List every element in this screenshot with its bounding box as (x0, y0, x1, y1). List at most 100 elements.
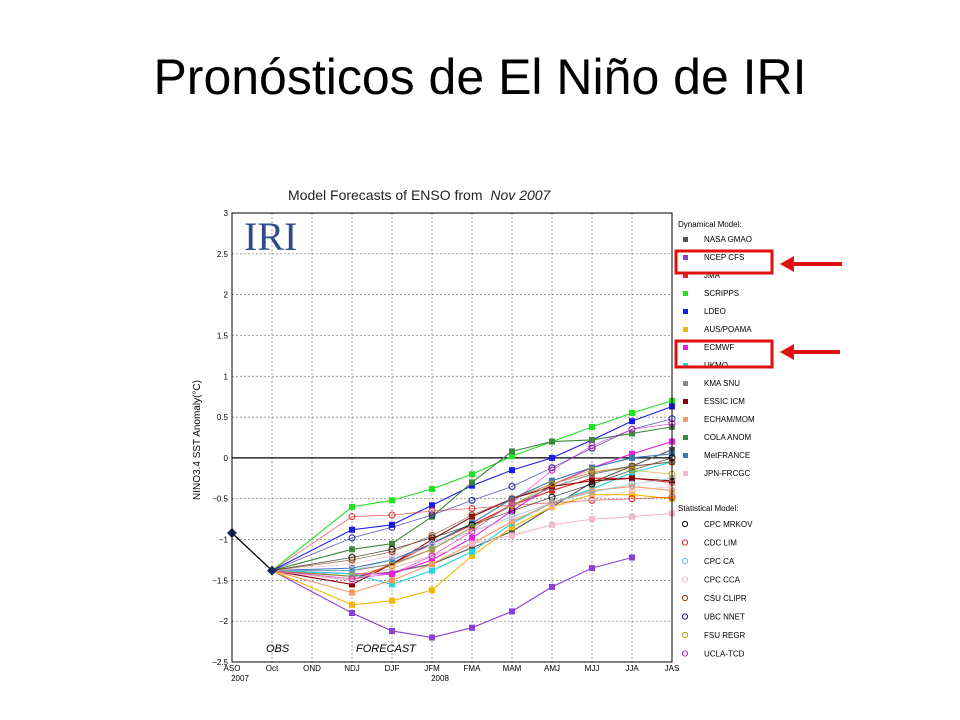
data-point (509, 467, 515, 474)
data-point (509, 448, 515, 455)
data-point (508, 515, 516, 523)
data-point (628, 495, 636, 503)
data-point (589, 436, 595, 443)
y-tick-label: −1 (219, 536, 229, 545)
data-point (588, 466, 596, 474)
chart-title-prefix: Model Forecasts of ENSO from (288, 187, 483, 203)
data-point (429, 567, 435, 574)
data-point (349, 503, 355, 510)
legend-label: JPN-FRCGC (704, 469, 750, 478)
plot-grid (232, 213, 672, 662)
series-line-jpn-frcgc (271, 512, 673, 581)
legend-dynamical-heading: Dynamical Model: (678, 220, 742, 229)
data-point (629, 554, 635, 561)
series-line-ukmo (271, 461, 673, 586)
data-point (389, 565, 395, 572)
data-point (628, 466, 636, 474)
year-label: 2008 (431, 674, 449, 683)
data-point (388, 562, 396, 570)
data-point (389, 521, 395, 528)
data-point (348, 556, 356, 564)
legend-label: FSU REGR (704, 631, 746, 640)
data-point (589, 565, 595, 572)
data-point (589, 487, 595, 494)
data-point (629, 450, 635, 457)
data-point (389, 497, 395, 504)
legend-marker (683, 327, 688, 332)
x-tick-label: AMJ (544, 664, 560, 673)
data-point (349, 577, 355, 584)
legend-marker (681, 594, 689, 602)
y-tick-label: −2 (219, 617, 229, 626)
observed-line (231, 532, 273, 572)
data-point (349, 546, 355, 553)
series-line-cola-anom (271, 426, 673, 572)
x-tick-label: MAM (503, 664, 522, 673)
y-tick-label: 0.5 (217, 413, 229, 422)
data-point (628, 425, 636, 433)
y-tick-label: 1.5 (217, 331, 229, 340)
data-point (468, 496, 476, 504)
data-point (469, 552, 475, 559)
data-point (469, 513, 475, 520)
data-point (469, 520, 475, 527)
data-point (549, 521, 555, 528)
data-point (588, 488, 596, 496)
data-point (429, 502, 435, 509)
legend-marker (681, 631, 689, 639)
x-tick-label: JAS (665, 664, 680, 673)
data-point (429, 561, 435, 568)
data-point (629, 418, 635, 425)
data-point (549, 454, 555, 461)
series-line-ldeo (271, 405, 673, 572)
legend-label: CPC MRKOV (704, 520, 753, 529)
data-point (508, 499, 516, 507)
data-point (629, 469, 635, 476)
legend-marker (683, 273, 688, 278)
data-point (348, 572, 356, 580)
legend-label: ECHAM/MOM (704, 415, 755, 424)
data-point (388, 523, 396, 531)
series-line-cpc-ca (272, 477, 673, 571)
data-point (588, 444, 596, 452)
data-point (388, 511, 396, 519)
y-tick-label: 2 (224, 291, 229, 300)
legend-marker (683, 291, 688, 296)
obs-label: OBS (266, 643, 290, 655)
data-point (508, 482, 516, 490)
slide-title: Pronósticos de El Niño de IRI (153, 49, 807, 105)
x-tick-label: ASO (224, 664, 241, 673)
legend-label: CSU CLIPR (704, 594, 747, 603)
series-line-csu-clipr (271, 461, 673, 571)
legend-marker (681, 539, 689, 546)
data-point (428, 545, 436, 553)
legend-label: UBC NNET (704, 613, 745, 622)
data-point (509, 528, 515, 535)
data-point (589, 491, 595, 498)
legend-marker (683, 435, 688, 440)
data-point (468, 521, 476, 529)
data-point (628, 480, 636, 488)
series-line-cpc-mrkov (271, 457, 673, 571)
data-point (389, 581, 395, 588)
data-point (428, 552, 436, 560)
data-point (348, 534, 356, 542)
legend-label: UCLA-TCD (704, 650, 745, 659)
legend-statistical-heading: Statistical Model: (678, 504, 738, 513)
forecast-label: FORECAST (356, 643, 417, 655)
data-point (588, 442, 596, 450)
data-point (509, 608, 515, 615)
y-tick-label: 1 (224, 372, 229, 381)
legend-label: KMA SNU (704, 379, 740, 388)
plot-frame (231, 212, 673, 663)
data-point (629, 513, 635, 520)
data-point (469, 544, 475, 551)
legend-label: LDEO (704, 307, 726, 316)
data-point (469, 482, 475, 489)
data-point (349, 589, 355, 596)
legend-marker (681, 576, 689, 583)
legend-label: ECMWF (704, 343, 734, 352)
data-point (509, 524, 515, 531)
legend-label: CDC LIM (704, 539, 737, 548)
